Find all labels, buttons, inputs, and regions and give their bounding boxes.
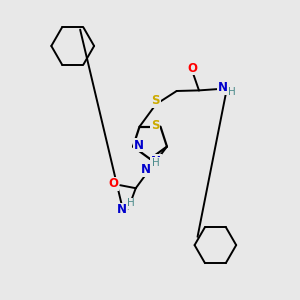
Text: N: N [218,81,228,94]
Text: S: S [151,119,159,132]
Text: N: N [134,139,143,152]
Text: H: H [152,158,160,168]
Text: O: O [109,177,119,190]
Text: H: H [127,198,135,208]
Text: H: H [228,88,236,98]
Text: N: N [151,155,161,168]
Text: N: N [117,203,127,216]
Text: S: S [152,94,160,107]
Text: N: N [141,163,151,176]
Text: O: O [187,62,197,75]
